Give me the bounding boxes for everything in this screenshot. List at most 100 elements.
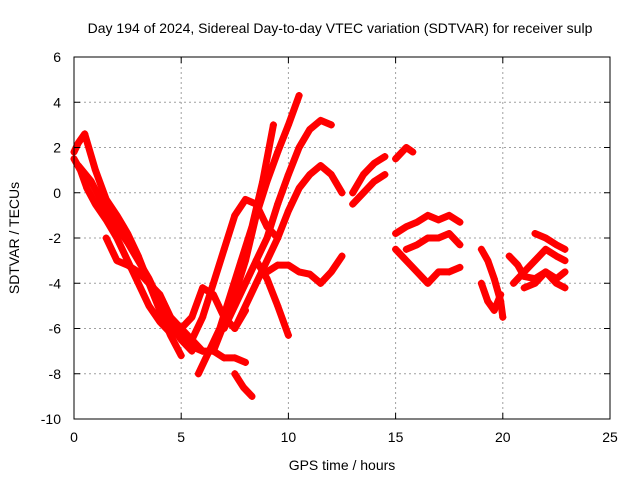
- data-point: [561, 268, 569, 276]
- data-point: [306, 171, 314, 179]
- data-point: [263, 257, 271, 265]
- data-point: [370, 177, 378, 185]
- data-series: [70, 91, 569, 400]
- data-point: [113, 211, 121, 219]
- y-tick-label: 6: [53, 49, 61, 65]
- data-point: [284, 261, 292, 269]
- data-point: [134, 257, 142, 265]
- series-band: [392, 245, 464, 287]
- data-point: [156, 291, 164, 299]
- series-band: [263, 261, 325, 287]
- data-point: [134, 268, 142, 276]
- data-point: [338, 252, 346, 260]
- data-point: [263, 275, 271, 283]
- data-point: [381, 171, 389, 179]
- data-point: [434, 234, 442, 242]
- data-point: [499, 313, 507, 321]
- data-point: [306, 270, 314, 278]
- series-arc-26: [531, 229, 569, 253]
- data-point: [166, 313, 174, 321]
- data-point: [445, 268, 453, 276]
- data-point: [83, 184, 91, 192]
- data-point: [145, 302, 153, 310]
- series-arc-10: [220, 116, 335, 332]
- data-point: [231, 325, 239, 332]
- data-point: [306, 125, 314, 133]
- data-point: [252, 279, 260, 287]
- data-point: [510, 279, 518, 287]
- data-point: [561, 284, 569, 292]
- data-point: [242, 302, 250, 310]
- y-tick-label: 4: [53, 94, 61, 110]
- data-point: [327, 121, 335, 129]
- series-band: [349, 171, 389, 208]
- data-point: [392, 245, 400, 253]
- data-point: [220, 354, 228, 362]
- y-tick-label: -6: [49, 321, 62, 337]
- data-point: [284, 121, 292, 129]
- series-arc-11: [231, 162, 346, 332]
- data-point: [413, 241, 421, 249]
- data-point: [81, 130, 89, 138]
- series-arc-14: [263, 261, 325, 287]
- data-point: [209, 279, 217, 287]
- data-point: [242, 358, 250, 366]
- data-point: [456, 263, 464, 271]
- data-point: [497, 291, 505, 299]
- data-point: [349, 189, 357, 197]
- data-point: [392, 155, 400, 163]
- data-point: [370, 159, 378, 167]
- data-point: [263, 268, 271, 276]
- data-point: [295, 91, 303, 99]
- data-point: [520, 268, 528, 276]
- data-point: [295, 184, 303, 192]
- data-point: [402, 257, 410, 265]
- data-point: [317, 116, 325, 124]
- data-point: [552, 279, 560, 287]
- data-point: [177, 352, 185, 360]
- data-point: [194, 370, 202, 378]
- y-tick-label: -8: [49, 366, 62, 382]
- series-band: [392, 144, 417, 163]
- data-point: [188, 343, 196, 351]
- data-point: [409, 148, 417, 156]
- data-point: [327, 268, 335, 276]
- data-point: [542, 245, 550, 253]
- data-point: [199, 284, 207, 292]
- data-point: [402, 144, 410, 151]
- data-point: [134, 279, 142, 287]
- x-tick-label: 25: [602, 429, 618, 445]
- data-point: [456, 241, 464, 249]
- data-point: [166, 331, 174, 339]
- data-point: [274, 261, 282, 269]
- data-point: [252, 257, 260, 265]
- grid-lines: [74, 57, 610, 419]
- data-point: [74, 162, 82, 170]
- data-point: [542, 234, 550, 242]
- data-point: [477, 245, 485, 253]
- x-axis-label: GPS time / hours: [289, 457, 396, 473]
- data-point: [317, 162, 325, 170]
- data-point: [113, 223, 121, 231]
- data-point: [239, 383, 247, 391]
- data-point: [359, 171, 367, 179]
- data-point: [561, 245, 569, 253]
- data-point: [531, 257, 539, 265]
- data-point: [445, 229, 453, 237]
- data-point: [209, 347, 217, 355]
- chart-title: Day 194 of 2024, Sidereal Day-to-day VTE…: [88, 20, 593, 36]
- data-point: [284, 171, 292, 179]
- series-arc-25: [510, 245, 569, 287]
- data-point: [220, 245, 228, 253]
- series-arc-19: [392, 211, 464, 237]
- data-point: [505, 252, 513, 260]
- data-point: [514, 261, 522, 269]
- y-tick-label: 2: [53, 140, 61, 156]
- data-point: [520, 284, 528, 292]
- data-point: [231, 211, 239, 219]
- x-tick-label: 5: [177, 429, 185, 445]
- series-band: [252, 257, 292, 339]
- data-point: [177, 325, 185, 332]
